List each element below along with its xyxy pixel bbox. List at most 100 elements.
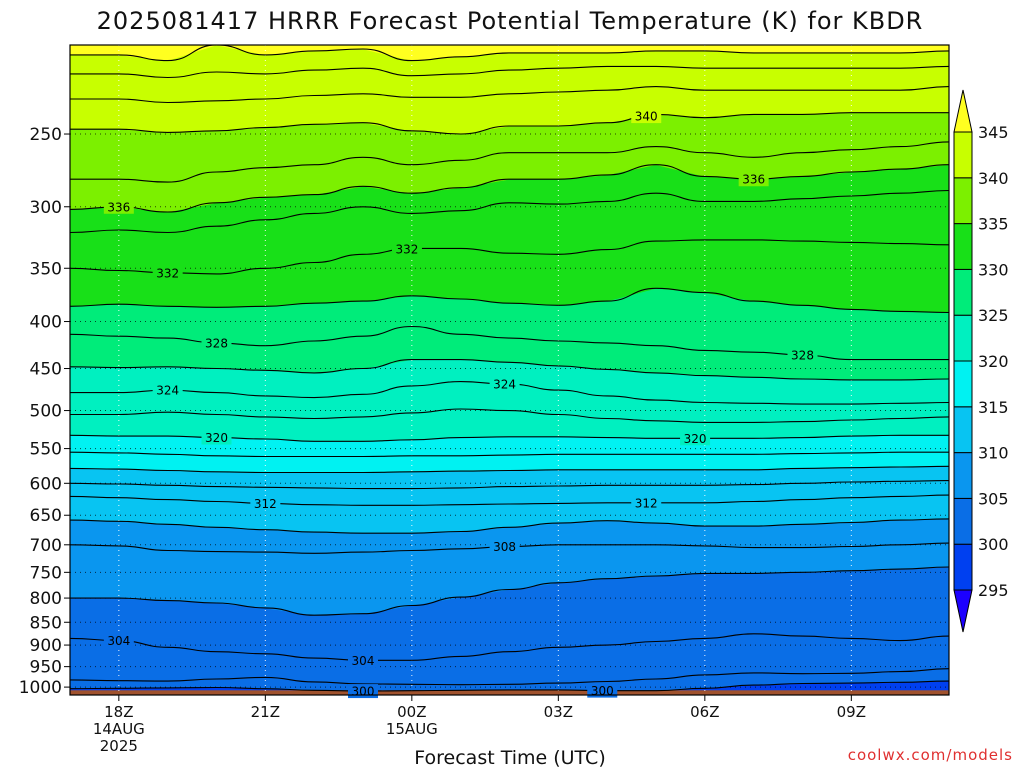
y-tick-label: 500 bbox=[30, 402, 62, 422]
contour-label-bg bbox=[587, 683, 618, 698]
isentrope-312 bbox=[70, 494, 949, 506]
contour-label: 312 bbox=[635, 496, 658, 510]
isentrope-306 bbox=[70, 566, 949, 616]
isentrope-336 bbox=[70, 164, 949, 213]
colorbar-band bbox=[953, 406, 973, 454]
isentrope-302 bbox=[70, 668, 949, 686]
x-tick-label: 03Z bbox=[544, 703, 573, 721]
isentrope-310 bbox=[70, 518, 949, 534]
contour-label-bg bbox=[391, 241, 422, 256]
contour-label-bg bbox=[348, 653, 378, 668]
contour-label: 300 bbox=[352, 685, 375, 699]
isentrope-304 bbox=[70, 633, 949, 661]
y-tick-label: 300 bbox=[30, 198, 62, 218]
colorbar-label: 340 bbox=[978, 169, 1009, 188]
colorbar-label: 330 bbox=[978, 260, 1009, 279]
isentrope-318 bbox=[70, 451, 949, 458]
isentrope-326 bbox=[70, 359, 949, 381]
y-tick-label: 800 bbox=[30, 589, 62, 609]
contour-label: 336 bbox=[742, 173, 765, 187]
contour-label: 328 bbox=[205, 336, 228, 350]
contour-label-bg bbox=[152, 383, 183, 398]
colorbar-band bbox=[953, 360, 973, 408]
y-tick-label: 400 bbox=[30, 313, 62, 333]
y-tick-label: 350 bbox=[30, 259, 62, 279]
x-tick-label: 18Z bbox=[104, 703, 133, 721]
colorbar-band bbox=[953, 223, 973, 270]
y-tick-label: 250 bbox=[30, 125, 62, 145]
x-tick-label: 21Z bbox=[251, 703, 280, 721]
y-tick-label: 900 bbox=[30, 636, 62, 656]
colorbar-band bbox=[953, 543, 973, 591]
contour-label-bg bbox=[250, 496, 281, 511]
contour-label-bg bbox=[152, 265, 183, 280]
isentrope-340 bbox=[70, 112, 949, 135]
y-tick-label: 700 bbox=[30, 536, 62, 556]
colorbar-label: 295 bbox=[978, 581, 1009, 600]
contour-label-bg bbox=[489, 376, 520, 391]
x-axis-label: Forecast Time (UTC) bbox=[414, 747, 605, 768]
isentrope-338 bbox=[70, 141, 949, 183]
y-tick-label: 650 bbox=[30, 506, 62, 526]
y-tick-label: 750 bbox=[30, 563, 62, 583]
isentrope-322 bbox=[70, 408, 949, 423]
colorbar-label: 325 bbox=[978, 306, 1009, 325]
colorbar-band bbox=[953, 452, 973, 499]
contour-label: 308 bbox=[493, 540, 516, 554]
contour-label: 320 bbox=[684, 432, 707, 446]
colorbar-band bbox=[953, 268, 973, 316]
x-tick-label: 00Z bbox=[397, 703, 426, 721]
contour-label: 324 bbox=[493, 377, 516, 391]
y-tick-label: 450 bbox=[30, 360, 62, 380]
colorbar: 295 300 305 310 315 320 325 330 335 340 345 bbox=[953, 89, 1009, 633]
contour-label: 332 bbox=[395, 242, 418, 256]
contour-label-bg bbox=[738, 172, 769, 187]
colorbar-label: 315 bbox=[978, 398, 1009, 417]
isentrope-300 bbox=[70, 680, 949, 692]
contour-label-bg bbox=[680, 431, 711, 446]
contour-label: 304 bbox=[107, 634, 130, 648]
contour-label-bg bbox=[787, 348, 818, 363]
x-tick-label: 14AUG bbox=[93, 720, 145, 738]
ground-strip bbox=[70, 690, 949, 695]
contour-label: 336 bbox=[107, 200, 130, 214]
colorbar-band bbox=[953, 131, 973, 179]
y-tick-label: 950 bbox=[30, 658, 62, 678]
contour-label-bg bbox=[631, 495, 662, 510]
colorbar-label: 310 bbox=[978, 444, 1009, 463]
colorbar-label: 300 bbox=[978, 535, 1009, 554]
x-tick-label: 06Z bbox=[690, 703, 719, 721]
colorbar-band bbox=[953, 314, 973, 362]
contour-label: 324 bbox=[156, 384, 179, 398]
credit-text: coolwx.com/models bbox=[848, 746, 1013, 764]
isentrope-314 bbox=[70, 480, 949, 490]
colorbar-label: 305 bbox=[978, 489, 1009, 508]
contour-label: 304 bbox=[352, 654, 375, 668]
x-tick-label: 2025 bbox=[100, 737, 138, 755]
colorbar-band bbox=[953, 177, 973, 225]
contour-label-bg bbox=[201, 335, 232, 350]
colorbar-label: 345 bbox=[978, 123, 1009, 142]
x-tick-label: 09Z bbox=[837, 703, 866, 721]
contour-label-bg bbox=[489, 539, 520, 554]
isentrope-330 bbox=[70, 287, 949, 314]
colorbar-band bbox=[953, 497, 973, 545]
contour-label-bg bbox=[201, 430, 232, 445]
plot-frame bbox=[69, 44, 950, 696]
y-tick-label: 850 bbox=[30, 613, 62, 633]
isentrope-316 bbox=[70, 465, 949, 474]
contour-label: 340 bbox=[635, 110, 658, 124]
y-axis: 250 300 350 400 450 500 550 600 650 700 750 800 850 9… bbox=[19, 125, 70, 698]
filled-contours bbox=[70, 45, 949, 695]
contour-label: 312 bbox=[254, 497, 277, 511]
colorbar-bottom-arrow bbox=[953, 589, 973, 633]
x-tick-label: 15AUG bbox=[386, 720, 438, 738]
isentrope-334 bbox=[70, 189, 949, 234]
contour-label-bg bbox=[103, 199, 134, 214]
contour-label-bg bbox=[103, 633, 134, 648]
isentrope-342 bbox=[70, 86, 949, 104]
y-tick-label: 600 bbox=[30, 474, 62, 494]
isentrope-344 bbox=[70, 65, 949, 79]
